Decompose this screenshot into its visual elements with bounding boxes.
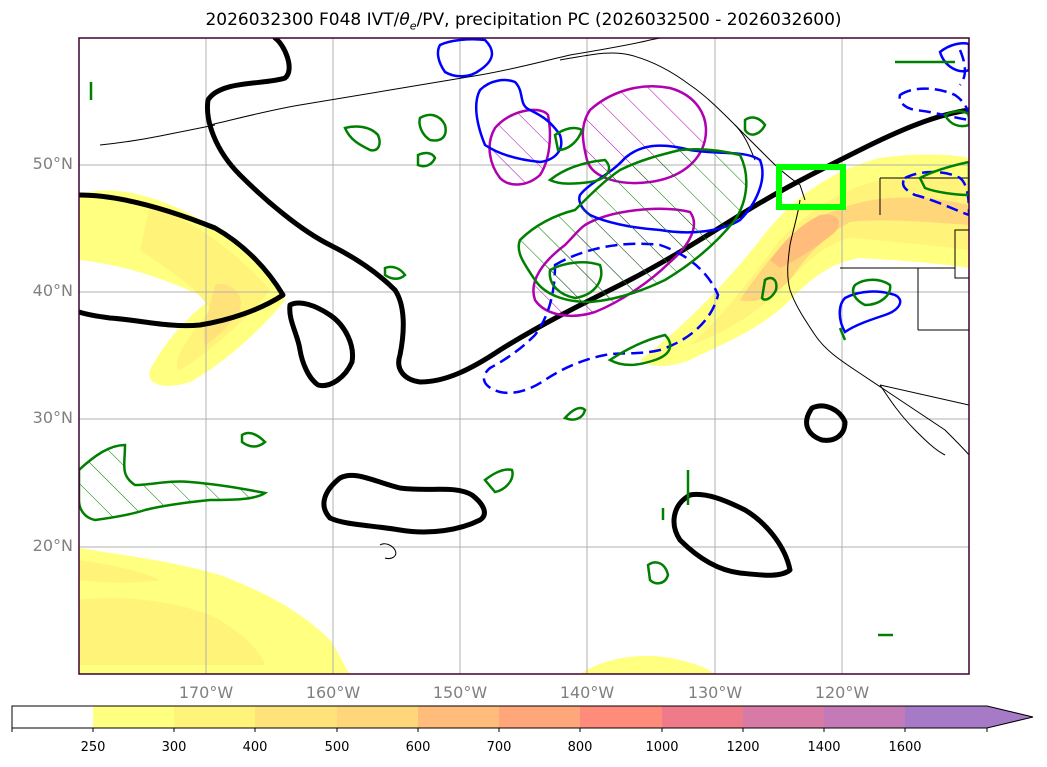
lat-label-30n: 30°N	[32, 408, 73, 427]
negative-pc-dashed-region-4	[958, 49, 967, 86]
colorbar-segment-10	[824, 706, 905, 728]
title-suffix: /PV, precipitation PC (2026032500 - 2026…	[416, 10, 842, 30]
theta-e-main-contour	[204, 38, 969, 385]
negative-pc-solid-region-1	[436, 38, 494, 78]
colorbar-ticks	[11, 728, 988, 732]
lon-label-160w: 160°W	[305, 683, 361, 702]
colorbar-segment-6	[499, 706, 580, 728]
lat-label-20n: 20°N	[32, 536, 73, 555]
pv-region-small-11	[547, 158, 611, 185]
lon-label-130w: 130°W	[687, 683, 743, 702]
ivt-region-southeast-pacific	[580, 655, 715, 674]
colorbar-label-1600: 1600	[888, 740, 922, 755]
lon-label-170w: 170°W	[178, 683, 234, 702]
colorbar-extend-arrow-icon	[905, 706, 1033, 728]
colorbar-segment-3	[255, 706, 337, 728]
negative-pc-solid-region-5	[838, 290, 902, 334]
pv-region-small-15	[918, 160, 969, 197]
coastline-gulf-of-alaska	[559, 52, 756, 161]
pv-region-small-2	[418, 113, 447, 142]
pv-contours	[79, 60, 969, 637]
colorbar-segment-1	[93, 706, 174, 728]
ivt-region-central-pacific	[79, 190, 285, 386]
colorbar-segment-7	[580, 706, 662, 728]
negative-pc-dashed-region-2	[898, 87, 969, 122]
colorbar-segment-2	[174, 706, 255, 728]
lat-label-50n: 50°N	[32, 154, 73, 173]
lon-label-140w: 140°W	[559, 683, 615, 702]
coastline-us-west	[787, 199, 969, 456]
coastline-hawaii	[379, 543, 397, 559]
lon-label-120w: 120°W	[814, 683, 870, 702]
colorbar-segment-9	[743, 706, 824, 728]
positive-pc-region-1	[488, 108, 552, 186]
map-area	[79, 38, 969, 674]
colorbar-label-300: 300	[161, 740, 187, 755]
pv-region-small-4	[383, 265, 407, 280]
pv-region-small-12	[553, 126, 584, 152]
theta-e-west-contour	[79, 192, 286, 329]
pv-region-small-5	[548, 261, 603, 300]
colorbar-label-800: 800	[567, 740, 593, 755]
title-theta-sub: e	[409, 19, 417, 33]
target-region-box	[776, 164, 846, 210]
pv-region-small-3	[416, 151, 437, 168]
theta-e-contours	[79, 38, 969, 578]
ivt-region-central-pacific-inner	[140, 205, 270, 370]
map-frame	[78, 37, 970, 675]
pv-region-small-16	[943, 110, 969, 128]
title-prefix: 2026032300 F048 IVT/	[205, 10, 400, 30]
ivt-region-northeast-pacific-peak	[770, 214, 840, 268]
figure-title: 2026032300 F048 IVT/θe/PV, precipitation…	[0, 10, 1047, 32]
negative-pc-solid-region-2	[474, 78, 563, 164]
ivt-region-south-pacific-inner	[79, 598, 265, 665]
border-state-5	[954, 229, 969, 279]
theta-e-closed-contour-1	[287, 300, 356, 389]
pv-region-small-6	[607, 333, 672, 367]
colorbar-segment-4	[337, 706, 418, 728]
ivt-region-south-pacific-low	[79, 560, 160, 583]
colorbar-label-1200: 1200	[726, 740, 760, 755]
pv-region-small-7	[562, 406, 587, 421]
lat-label-40n: 40°N	[32, 281, 73, 300]
colorbar-label-600: 600	[405, 740, 431, 755]
pv-region-small-13	[240, 431, 267, 448]
pv-region-small-10	[743, 116, 767, 136]
colorbar-label-1400: 1400	[807, 740, 841, 755]
coastline-aleutians	[99, 124, 216, 146]
pv-region-small-8	[483, 468, 514, 494]
colorbar-label-1000: 1000	[645, 740, 679, 755]
negative-pc-dashed-region-3	[901, 170, 969, 217]
colorbar-segment-8	[662, 706, 743, 728]
pv-line-6	[838, 327, 847, 341]
coastline-alaska	[209, 38, 661, 126]
colorbar-label-700: 700	[486, 740, 512, 755]
theta-e-closed-contour-3	[671, 491, 793, 578]
coastlines	[99, 38, 969, 559]
colorbar-segment-0	[12, 706, 93, 728]
colorbar-segment-5	[418, 706, 499, 728]
pv-region-small-9	[646, 561, 670, 585]
lon-label-150w: 150°W	[432, 683, 488, 702]
border-us-mexico	[879, 384, 969, 406]
pv-region-small-14	[851, 278, 892, 307]
colorbar-label-500: 500	[324, 740, 350, 755]
pv-region-small-1	[343, 125, 381, 152]
coastline-baja	[879, 384, 946, 456]
pv-region-west	[79, 443, 269, 522]
ivt-region-central-pacific-core	[203, 284, 241, 345]
negative-pc-solid-region-4	[938, 42, 969, 73]
colorbar-label-250: 250	[80, 740, 106, 755]
title-theta: θ	[399, 10, 410, 30]
colorbar-outline	[11, 705, 1034, 729]
theta-e-closed-contour-4	[804, 403, 848, 443]
colorbar	[11, 705, 1034, 732]
pv-region-small-17	[760, 276, 778, 301]
theta-e-closed-contour-2	[321, 472, 487, 535]
colorbar-label-400: 400	[242, 740, 268, 755]
